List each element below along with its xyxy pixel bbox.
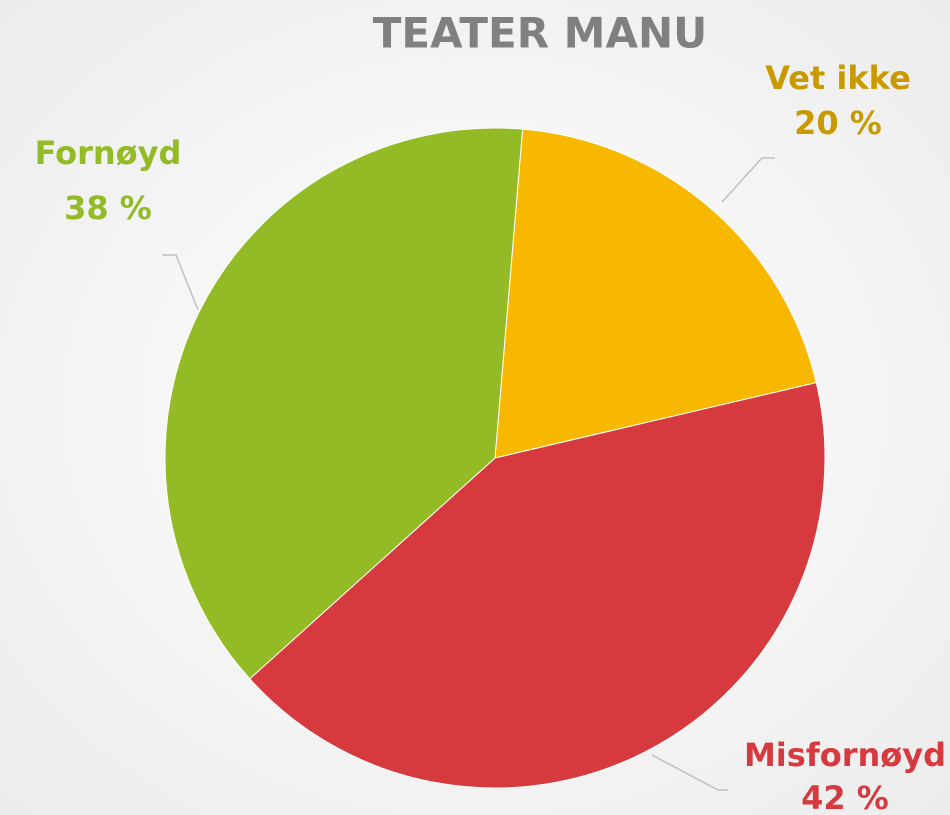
pie-slice [164, 127, 524, 680]
leader-line [162, 254, 199, 311]
leader-line [651, 754, 728, 791]
chart-title: TEATER MANU [373, 9, 707, 58]
slice-label: Fornøyd [35, 134, 182, 172]
slice-value-label: 42 % [801, 779, 889, 815]
slice-value-label: 20 % [794, 104, 882, 142]
leader-line [721, 157, 775, 203]
pie-slice [249, 382, 826, 789]
slice-label: Misfornøyd [744, 736, 946, 774]
pie-slice [494, 128, 817, 459]
slice-label: Vet ikke [765, 59, 911, 97]
slice-value-label: 38 % [64, 189, 152, 227]
